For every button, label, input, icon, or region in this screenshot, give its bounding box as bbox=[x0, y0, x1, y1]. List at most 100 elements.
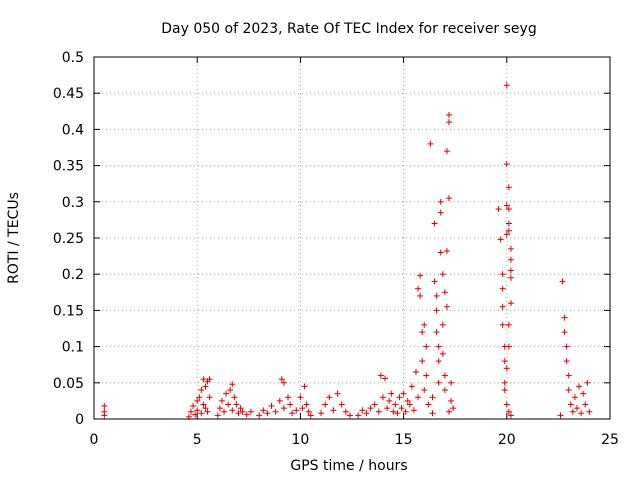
data-point bbox=[582, 401, 589, 408]
data-point bbox=[423, 372, 430, 379]
data-point bbox=[507, 300, 514, 307]
data-point bbox=[501, 379, 508, 386]
data-point bbox=[423, 343, 430, 350]
data-point bbox=[501, 387, 508, 394]
data-point bbox=[433, 329, 440, 336]
data-point bbox=[406, 401, 413, 408]
data-point bbox=[499, 271, 506, 278]
data-point bbox=[280, 405, 287, 412]
data-point bbox=[507, 245, 514, 252]
data-point bbox=[379, 394, 386, 401]
data-point bbox=[382, 375, 389, 382]
data-point bbox=[505, 227, 512, 234]
data-point bbox=[573, 405, 580, 412]
data-point bbox=[431, 278, 438, 285]
data-point bbox=[505, 408, 512, 415]
data-point bbox=[367, 405, 374, 412]
x-tick-label: 0 bbox=[90, 432, 99, 448]
plot-frame bbox=[93, 56, 611, 420]
data-point bbox=[446, 111, 453, 118]
y-tick-label: 0.25 bbox=[53, 231, 84, 247]
data-point bbox=[563, 343, 570, 350]
data-point bbox=[569, 408, 576, 415]
data-point bbox=[359, 407, 366, 414]
x-tick-label: 15 bbox=[395, 432, 413, 448]
data-point bbox=[439, 321, 446, 328]
data-point bbox=[334, 390, 341, 397]
data-point bbox=[278, 376, 285, 383]
data-point bbox=[330, 407, 337, 414]
data-point bbox=[206, 394, 213, 401]
data-point bbox=[441, 289, 448, 296]
data-point bbox=[433, 292, 440, 299]
data-point bbox=[402, 408, 409, 415]
chart-title: Day 050 of 2023, Rate Of TEC Index for r… bbox=[161, 21, 536, 37]
data-point bbox=[200, 376, 207, 383]
data-point bbox=[216, 405, 223, 412]
grid bbox=[94, 57, 610, 419]
data-point bbox=[501, 358, 508, 365]
data-point bbox=[318, 410, 325, 417]
data-point bbox=[229, 407, 236, 414]
data-point bbox=[194, 407, 201, 414]
data-point bbox=[188, 408, 195, 415]
data-point bbox=[363, 410, 370, 417]
x-tick-label: 25 bbox=[601, 432, 619, 448]
data-point bbox=[441, 372, 448, 379]
data-point bbox=[229, 381, 236, 388]
data-point bbox=[235, 410, 242, 417]
data-point bbox=[507, 274, 514, 281]
data-point bbox=[429, 410, 436, 417]
data-point bbox=[421, 321, 428, 328]
data-point bbox=[503, 365, 510, 372]
data-point bbox=[571, 394, 578, 401]
data-point bbox=[101, 402, 108, 409]
data-point bbox=[412, 368, 419, 375]
data-point bbox=[437, 209, 444, 216]
data-point bbox=[243, 411, 250, 418]
data-point bbox=[375, 408, 382, 415]
data-point bbox=[233, 401, 240, 408]
data-point bbox=[396, 394, 403, 401]
y-tick-label: 0.3 bbox=[62, 195, 84, 211]
data-point bbox=[584, 379, 591, 386]
data-point bbox=[443, 303, 450, 310]
data-point bbox=[435, 358, 442, 365]
data-point bbox=[256, 412, 263, 419]
data-point bbox=[448, 379, 455, 386]
data-point bbox=[415, 285, 422, 292]
data-point bbox=[565, 387, 572, 394]
y-tick-label: 0 bbox=[75, 412, 84, 428]
data-point bbox=[272, 408, 279, 415]
data-point bbox=[433, 307, 440, 314]
data-point bbox=[404, 397, 411, 404]
data-point bbox=[503, 231, 510, 238]
data-points bbox=[101, 82, 593, 420]
data-point bbox=[505, 343, 512, 350]
data-point bbox=[446, 119, 453, 126]
data-point bbox=[227, 387, 234, 394]
data-point bbox=[505, 184, 512, 191]
data-point bbox=[503, 401, 510, 408]
data-point bbox=[419, 358, 426, 365]
data-point bbox=[417, 272, 424, 279]
data-point bbox=[561, 329, 568, 336]
y-tick-label: 0.35 bbox=[53, 159, 84, 175]
y-tick-label: 0.05 bbox=[53, 376, 84, 392]
data-point bbox=[204, 408, 211, 415]
data-point bbox=[355, 412, 362, 419]
data-point bbox=[400, 390, 407, 397]
data-point bbox=[559, 278, 566, 285]
data-point bbox=[586, 408, 593, 415]
data-point bbox=[578, 410, 585, 417]
data-point bbox=[408, 383, 415, 390]
data-point bbox=[448, 397, 455, 404]
data-point bbox=[503, 161, 510, 168]
data-point bbox=[289, 410, 296, 417]
data-point bbox=[565, 372, 572, 379]
data-point bbox=[297, 394, 304, 401]
data-point bbox=[377, 372, 384, 379]
y-tick-label: 0.45 bbox=[53, 86, 84, 102]
data-point bbox=[576, 383, 583, 390]
data-point bbox=[394, 410, 401, 417]
